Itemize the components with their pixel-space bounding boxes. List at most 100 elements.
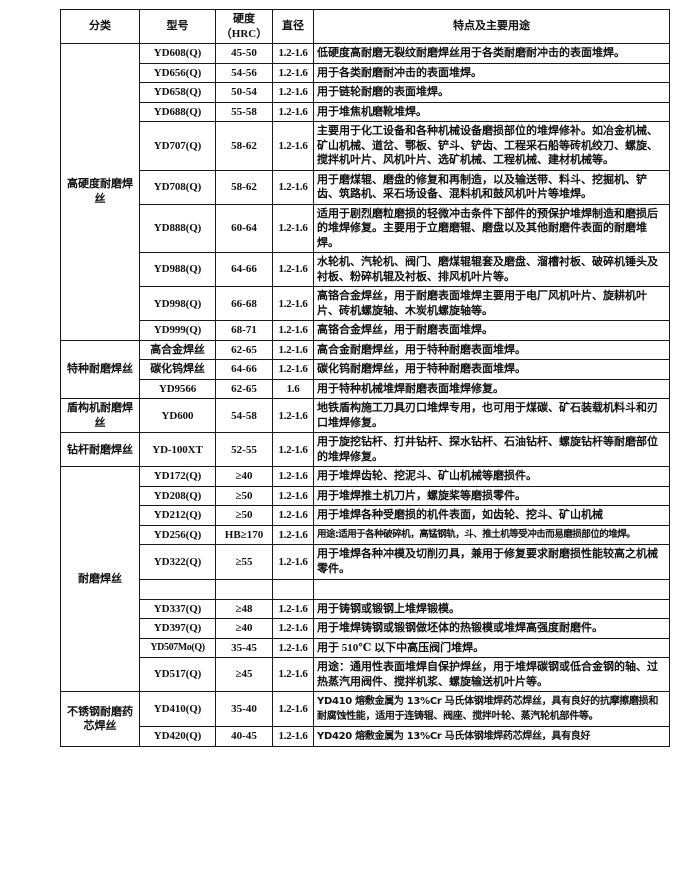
diameter-cell: 1.2-1.6 <box>272 637 314 659</box>
description-cell: 用于铸钢或锻钢上堆焊锻模。 <box>313 598 670 620</box>
description-cell <box>313 578 670 600</box>
diameter-cell: 1.2-1.6 <box>272 320 314 341</box>
description-cell: 低硬度高耐磨无裂纹耐磨焊丝用于各类耐磨耐冲击的表面堆焊。 <box>313 43 670 64</box>
table-row: YD9566 62-65 1.6 用于特种机械堆焊耐磨表面堆焊修复。 <box>61 378 670 400</box>
model-cell: YD507Mo(Q) <box>139 637 216 659</box>
model-cell: YD688(Q) <box>139 101 216 123</box>
table-row: YD212(Q) ≥50 1.2-1.6 用于堆焊各种受磨损的机件表面，如齿轮、挖斗、… <box>61 505 670 526</box>
description-cell: 水轮机、汽轮机、阀门、磨煤辊辊套及磨盘、溜槽衬板、破碎机锤头及衬板、粉碎机辊及衬… <box>313 252 670 288</box>
hardness-cell: 68-71 <box>215 320 273 341</box>
description-cell: 用于特种机械堆焊耐磨表面堆焊修复。 <box>313 378 670 400</box>
column-header-hardness: 硬度 （HRC） <box>215 8 273 45</box>
hardness-header-line2: （HRC） <box>220 27 268 40</box>
diameter-cell: 1.2-1.6 <box>272 169 314 205</box>
diameter-cell: 1.2-1.6 <box>272 252 314 288</box>
hardness-cell: 40-45 <box>215 726 273 748</box>
hardness-cell: 58-62 <box>215 121 273 171</box>
hardness-cell: 55-58 <box>215 101 273 123</box>
hardness-cell: 52-55 <box>215 432 273 468</box>
description-cell: 用于堆焊各种冲模及切削刃具，兼用于修复要求耐磨损性能较高之机械零件。 <box>313 544 670 580</box>
model-cell: YD600 <box>139 398 216 434</box>
hardness-header-line1: 硬度 <box>233 13 255 25</box>
description-cell: 高合金耐磨焊丝，用于特种耐磨表面堆焊。 <box>313 339 670 361</box>
diameter-cell: 1.2-1.6 <box>272 432 314 468</box>
hardness-cell: 66-68 <box>215 286 273 322</box>
diameter-cell: 1.2-1.6 <box>272 339 314 361</box>
table-row: YD707(Q) 58-62 1.2-1.6 主要用于化工设备和各种机械设备磨损部位的… <box>61 121 670 171</box>
table-row: YD507Mo(Q) 35-45 1.2-1.6 用于 510℃ 以下中高压阀门堆焊。 <box>61 637 670 659</box>
hardness-cell: ≥48 <box>215 598 273 620</box>
description-cell: 适用于剧烈磨粒磨损的轻微冲击条件下部件的预保护堆焊制造和磨损后的堆焊修复。主要用… <box>313 203 670 254</box>
description-cell: 用于链轮耐磨的表面堆焊。 <box>313 82 670 103</box>
model-cell: YD208(Q) <box>139 485 216 507</box>
table-row: YD888(Q) 60-64 1.2-1.6 适用于剧烈磨粒磨损的轻微冲击条件下部件的… <box>61 203 670 254</box>
column-header-description: 特点及主要用途 <box>313 8 670 45</box>
diameter-cell: 1.2-1.6 <box>272 203 314 254</box>
diameter-cell: 1.2-1.6 <box>272 726 314 748</box>
category-cell: 不锈钢耐磨药芯焊丝 <box>60 691 140 748</box>
hardness-cell: 35-40 <box>215 691 273 728</box>
model-cell: YD337(Q) <box>139 598 216 620</box>
description-cell: 用于磨煤辊、磨盘的修复和再制造，以及输送带、料斗、挖掘机、铲齿、筑路机、采石场设… <box>313 169 670 205</box>
description-cell: 用于堆焊各种受磨损的机件表面，如齿轮、挖斗、矿山机械 <box>313 505 670 526</box>
model-cell: YD998(Q) <box>139 286 216 322</box>
description-cell: 碳化钨耐磨焊丝，用于特种耐磨表面堆焊。 <box>313 359 670 380</box>
column-header-model: 型号 <box>139 8 216 45</box>
model-cell <box>139 578 216 600</box>
diameter-cell: 1.2-1.6 <box>272 485 314 507</box>
hardness-cell: 62-65 <box>215 378 273 400</box>
diameter-cell: 1.2-1.6 <box>272 505 314 526</box>
description-cell: 用于堆焦机磨靴堆焊。 <box>313 101 670 123</box>
table-row: 高硬度耐磨焊丝 YD608(Q) 45-50 1.2-1.6 低硬度高耐磨无裂纹耐磨焊丝… <box>60 43 670 341</box>
table-row: YD688(Q) 55-58 1.2-1.6 用于堆焦机磨靴堆焊。 <box>61 101 670 123</box>
diameter-cell: 1.2-1.6 <box>272 618 314 639</box>
table-row: 盾构机耐磨焊丝 YD600 54-58 1.2-1.6 地铁盾构施工刀具刃口堆焊专用，也… <box>60 398 670 434</box>
category-cell: 耐磨焊丝 <box>60 466 140 693</box>
category-cell: 盾构机耐磨焊丝 <box>60 398 140 434</box>
model-cell: YD172(Q) <box>139 466 216 487</box>
description-cell: 用途:适用于各种破碎机，高锰钢轨，斗、推土机等受冲击而易磨损部位的堆焊。 <box>313 524 670 546</box>
table-row: YD208(Q) ≥50 1.2-1.6 用于堆焊推土机刀片，螺旋桨等磨损零件。 <box>61 485 670 507</box>
table-row: YD397(Q) ≥40 1.2-1.6 用于堆焊铸钢或锻钢做坯体的热锻模或堆焊高强度… <box>61 618 670 639</box>
table-row: 耐磨焊丝 YD172(Q) ≥40 1.2-1.6 用于堆焊齿轮、挖泥斗、矿山机械等磨损… <box>60 466 670 693</box>
description-cell: 用于堆焊齿轮、挖泥斗、矿山机械等磨损件。 <box>313 466 670 487</box>
diameter-cell: 1.2-1.6 <box>272 544 314 580</box>
model-cell: YD707(Q) <box>139 121 216 171</box>
model-cell: YD999(Q) <box>139 320 216 341</box>
table-row: YD998(Q) 66-68 1.2-1.6 高铬合金焊丝，用于耐磨表面堆焊主要用于电… <box>61 286 670 322</box>
model-cell: 高合金焊丝 <box>139 339 216 361</box>
diameter-cell: 1.2-1.6 <box>272 82 314 103</box>
description-cell: YD420 熔敷金属为 13%Cr 马氏体钢堆焊药芯焊丝，具有良好 <box>313 726 670 748</box>
description-cell: 用途：通用性表面堆焊自保护焊丝，用于堆焊碳钢或低合金钢的轴、过热蒸汽用阀件、搅拌… <box>313 657 670 693</box>
model-cell: YD988(Q) <box>139 252 216 288</box>
model-cell: YD256(Q) <box>139 524 216 546</box>
model-cell: YD9566 <box>139 378 216 400</box>
table-row <box>61 578 670 600</box>
welding-wire-spec-table: 分类 型号 硬度 （HRC） 直径 特点及主要用途 高硬度耐磨焊丝 YD608(Q… <box>60 8 670 748</box>
hardness-cell: ≥50 <box>215 505 273 526</box>
hardness-cell: 45-50 <box>215 43 273 64</box>
description-cell: 用于堆焊铸钢或锻钢做坯体的热锻模或堆焊高强度耐磨件。 <box>313 618 670 639</box>
table-row: YD256(Q) HB≥170 1.2-1.6 用途:适用于各种破碎机，高锰钢轨，斗、… <box>61 524 670 546</box>
model-cell: 碳化钨焊丝 <box>139 359 216 380</box>
table-row: 碳化钨焊丝 64-66 1.2-1.6 碳化钨耐磨焊丝，用于特种耐磨表面堆焊。 <box>61 359 670 380</box>
model-cell: YD517(Q) <box>139 657 216 693</box>
diameter-cell: 1.2-1.6 <box>272 62 314 84</box>
hardness-cell: ≥40 <box>215 466 273 487</box>
model-cell: YD397(Q) <box>139 618 216 639</box>
hardness-cell: 64-66 <box>215 359 273 380</box>
hardness-cell: 54-58 <box>215 398 273 434</box>
hardness-cell <box>215 578 273 600</box>
hardness-cell: 35-45 <box>215 637 273 659</box>
model-cell: YD608(Q) <box>139 43 216 64</box>
table-row: 不锈钢耐磨药芯焊丝 YD410(Q) 35-40 1.2-1.6 YD410 熔敷金属为… <box>60 691 670 748</box>
table-row: 钻杆耐磨焊丝 YD-100XT 52-55 1.2-1.6 用于旋挖钻杆、打井钻杆、探水… <box>60 432 670 468</box>
description-cell: 用于旋挖钻杆、打井钻杆、探水钻杆、石油钻杆、螺旋钻杆等耐磨部位的堆焊修复。 <box>313 432 670 468</box>
diameter-cell <box>272 578 314 600</box>
table-row: YD322(Q) ≥55 1.2-1.6 用于堆焊各种冲模及切削刃具，兼用于修复要求耐… <box>61 544 670 580</box>
hardness-cell: ≥55 <box>215 544 273 580</box>
table-row: 特种耐磨焊丝 高合金焊丝 62-65 1.2-1.6 高合金耐磨焊丝，用于特种耐磨表面堆… <box>60 339 670 400</box>
description-cell: 高铬合金焊丝，用于耐磨表面堆焊。 <box>313 320 670 341</box>
table-header: 分类 型号 硬度 （HRC） 直径 特点及主要用途 <box>60 8 670 45</box>
model-cell: YD708(Q) <box>139 169 216 205</box>
